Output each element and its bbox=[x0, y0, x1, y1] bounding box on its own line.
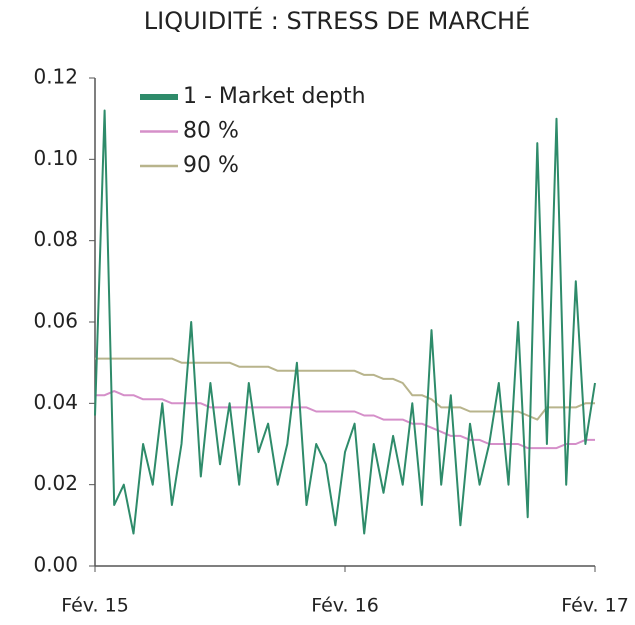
series-line bbox=[94, 109, 596, 535]
x-tick-label: Fév. 17 bbox=[561, 595, 629, 617]
legend-label: 1 - Market depth bbox=[183, 84, 366, 109]
series-line bbox=[95, 390, 595, 450]
y-tick-label: 0.10 bbox=[33, 146, 78, 170]
series-line bbox=[95, 357, 595, 421]
legend-label: 80 % bbox=[183, 119, 239, 144]
y-tick-label: 0.00 bbox=[33, 553, 78, 577]
y-tick-label: 0.08 bbox=[33, 227, 78, 251]
x-tick-label: Fév. 16 bbox=[311, 595, 379, 617]
y-tick-label: 0.12 bbox=[33, 65, 78, 89]
y-tick-label: 0.06 bbox=[33, 309, 78, 333]
legend-label: 90 % bbox=[183, 153, 239, 178]
x-tick-label: Fév. 15 bbox=[61, 595, 129, 617]
y-tick-label: 0.02 bbox=[33, 471, 78, 495]
y-tick-label: 0.04 bbox=[33, 390, 78, 414]
chart-title: LIQUIDITÉ : STRESS DE MARCHÉ bbox=[144, 6, 530, 35]
